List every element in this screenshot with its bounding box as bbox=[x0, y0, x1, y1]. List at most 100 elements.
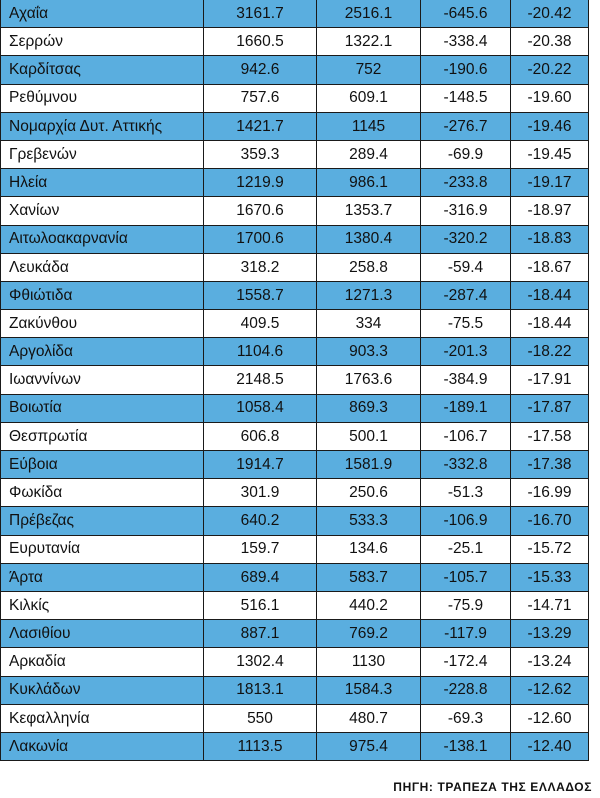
difference-cell: -338.4 bbox=[420, 27, 511, 57]
difference-cell: -190.6 bbox=[420, 55, 511, 85]
value-a-cell: 887.1 bbox=[203, 619, 317, 649]
percent-change-cell: -13.24 bbox=[510, 647, 589, 677]
value-b-cell: 1584.3 bbox=[316, 675, 421, 705]
region-name-cell: Νομαρχία Δυτ. Αττικής bbox=[0, 111, 204, 141]
difference-cell: -172.4 bbox=[420, 647, 511, 677]
region-name-cell: Αργολίδα bbox=[0, 337, 204, 367]
percent-change-cell: -14.71 bbox=[510, 590, 589, 621]
table-row: Κεφαλληνία 550 480.7 -69.3 -12.60 bbox=[0, 703, 589, 733]
table-row: Αργολίδα 1104.6 903.3 -201.3 -18.22 bbox=[0, 337, 589, 367]
value-a-cell: 301.9 bbox=[203, 478, 317, 508]
value-a-cell: 1914.7 bbox=[203, 449, 317, 480]
region-name-cell: Αιτωλοακαρνανία bbox=[0, 224, 204, 254]
difference-cell: -332.8 bbox=[420, 449, 511, 480]
value-a-cell: 318.2 bbox=[203, 252, 317, 282]
value-a-cell: 942.6 bbox=[203, 55, 317, 85]
difference-cell: -384.9 bbox=[420, 365, 511, 395]
region-name-cell: Σερρών bbox=[0, 27, 204, 57]
value-a-cell: 640.2 bbox=[203, 506, 317, 536]
table-row: Πρέβεζας 640.2 533.3 -106.9 -16.70 bbox=[0, 506, 589, 536]
data-table-container: Αχαΐα 3161.7 2516.1 -645.6 -20.42 Σερρών 1660.… bbox=[0, 0, 589, 762]
percent-change-cell: -19.17 bbox=[510, 168, 589, 198]
region-name-cell: Ζακύνθου bbox=[0, 309, 204, 339]
value-b-cell: 500.1 bbox=[316, 421, 421, 452]
value-b-cell: 609.1 bbox=[316, 83, 421, 113]
difference-cell: -320.2 bbox=[420, 224, 511, 254]
percent-change-cell: -20.22 bbox=[510, 55, 589, 85]
value-b-cell: 1271.3 bbox=[316, 280, 421, 311]
table-row: Αρκαδία 1302.4 1130 -172.4 -13.24 bbox=[0, 647, 589, 677]
percent-change-cell: -20.42 bbox=[510, 0, 589, 29]
table-row: Ιωαννίνων 2148.5 1763.6 -384.9 -17.91 bbox=[0, 365, 589, 395]
table-row: Λευκάδα 318.2 258.8 -59.4 -18.67 bbox=[0, 252, 589, 282]
percent-change-cell: -18.83 bbox=[510, 224, 589, 254]
region-name-cell: Χανίων bbox=[0, 196, 204, 226]
difference-cell: -59.4 bbox=[420, 252, 511, 282]
region-name-cell: Γρεβενών bbox=[0, 139, 204, 170]
value-b-cell: 975.4 bbox=[316, 731, 421, 762]
table-row: Φθιώτιδα 1558.7 1271.3 -287.4 -18.44 bbox=[0, 280, 589, 311]
region-name-cell: Κεφαλληνία bbox=[0, 703, 204, 733]
value-a-cell: 159.7 bbox=[203, 534, 317, 564]
region-name-cell: Εύβοια bbox=[0, 449, 204, 480]
region-name-cell: Φθιώτιδα bbox=[0, 280, 204, 311]
region-name-cell: Πρέβεζας bbox=[0, 506, 204, 536]
percent-change-cell: -12.62 bbox=[510, 675, 589, 705]
table-row: Γρεβενών 359.3 289.4 -69.9 -19.45 bbox=[0, 139, 589, 170]
difference-cell: -316.9 bbox=[420, 196, 511, 226]
table-row: Φωκίδα 301.9 250.6 -51.3 -16.99 bbox=[0, 478, 589, 508]
prefecture-deposits-table: Αχαΐα 3161.7 2516.1 -645.6 -20.42 Σερρών 1660.… bbox=[0, 0, 589, 762]
region-name-cell: Θεσπρωτία bbox=[0, 421, 204, 452]
value-b-cell: 1380.4 bbox=[316, 224, 421, 254]
difference-cell: -69.3 bbox=[420, 703, 511, 733]
percent-change-cell: -18.97 bbox=[510, 196, 589, 226]
value-a-cell: 757.6 bbox=[203, 83, 317, 113]
value-a-cell: 1219.9 bbox=[203, 168, 317, 198]
value-a-cell: 1421.7 bbox=[203, 111, 317, 141]
value-b-cell: 869.3 bbox=[316, 393, 421, 423]
table-row: Βοιωτία 1058.4 869.3 -189.1 -17.87 bbox=[0, 393, 589, 423]
value-b-cell: 1763.6 bbox=[316, 365, 421, 395]
region-name-cell: Ευρυτανία bbox=[0, 534, 204, 564]
percent-change-cell: -17.58 bbox=[510, 421, 589, 452]
difference-cell: -228.8 bbox=[420, 675, 511, 705]
value-a-cell: 1660.5 bbox=[203, 27, 317, 57]
region-name-cell: Λακωνία bbox=[0, 731, 204, 762]
region-name-cell: Κυκλάδων bbox=[0, 675, 204, 705]
value-a-cell: 516.1 bbox=[203, 590, 317, 621]
value-b-cell: 769.2 bbox=[316, 619, 421, 649]
difference-cell: -75.9 bbox=[420, 590, 511, 621]
value-a-cell: 1700.6 bbox=[203, 224, 317, 254]
difference-cell: -106.9 bbox=[420, 506, 511, 536]
percent-change-cell: -17.38 bbox=[510, 449, 589, 480]
table-row: Νομαρχία Δυτ. Αττικής 1421.7 1145 -276.7 -19… bbox=[0, 111, 589, 141]
value-b-cell: 289.4 bbox=[316, 139, 421, 170]
difference-cell: -189.1 bbox=[420, 393, 511, 423]
value-a-cell: 1558.7 bbox=[203, 280, 317, 311]
table-row: Ευρυτανία 159.7 134.6 -25.1 -15.72 bbox=[0, 534, 589, 564]
region-name-cell: Καρδίτσας bbox=[0, 55, 204, 85]
percent-change-cell: -12.60 bbox=[510, 703, 589, 733]
value-a-cell: 1302.4 bbox=[203, 647, 317, 677]
value-a-cell: 1104.6 bbox=[203, 337, 317, 367]
table-row: Ζακύνθου 409.5 334 -75.5 -18.44 bbox=[0, 309, 589, 339]
percent-change-cell: -18.22 bbox=[510, 337, 589, 367]
table-row: Θεσπρωτία 606.8 500.1 -106.7 -17.58 bbox=[0, 421, 589, 452]
difference-cell: -148.5 bbox=[420, 83, 511, 113]
value-a-cell: 1058.4 bbox=[203, 393, 317, 423]
table-row: Άρτα 689.4 583.7 -105.7 -15.33 bbox=[0, 562, 589, 592]
difference-cell: -51.3 bbox=[420, 478, 511, 508]
value-b-cell: 986.1 bbox=[316, 168, 421, 198]
difference-cell: -105.7 bbox=[420, 562, 511, 592]
value-b-cell: 480.7 bbox=[316, 703, 421, 733]
value-b-cell: 903.3 bbox=[316, 337, 421, 367]
table-row: Κυκλάδων 1813.1 1584.3 -228.8 -12.62 bbox=[0, 675, 589, 705]
value-a-cell: 1670.6 bbox=[203, 196, 317, 226]
table-row: Χανίων 1670.6 1353.7 -316.9 -18.97 bbox=[0, 196, 589, 226]
percent-change-cell: -16.99 bbox=[510, 478, 589, 508]
table-row: Ρεθύμνου 757.6 609.1 -148.5 -19.60 bbox=[0, 83, 589, 113]
region-name-cell: Ηλεία bbox=[0, 168, 204, 198]
value-a-cell: 3161.7 bbox=[203, 0, 317, 29]
region-name-cell: Άρτα bbox=[0, 562, 204, 592]
table-row: Κιλκίς 516.1 440.2 -75.9 -14.71 bbox=[0, 590, 589, 621]
